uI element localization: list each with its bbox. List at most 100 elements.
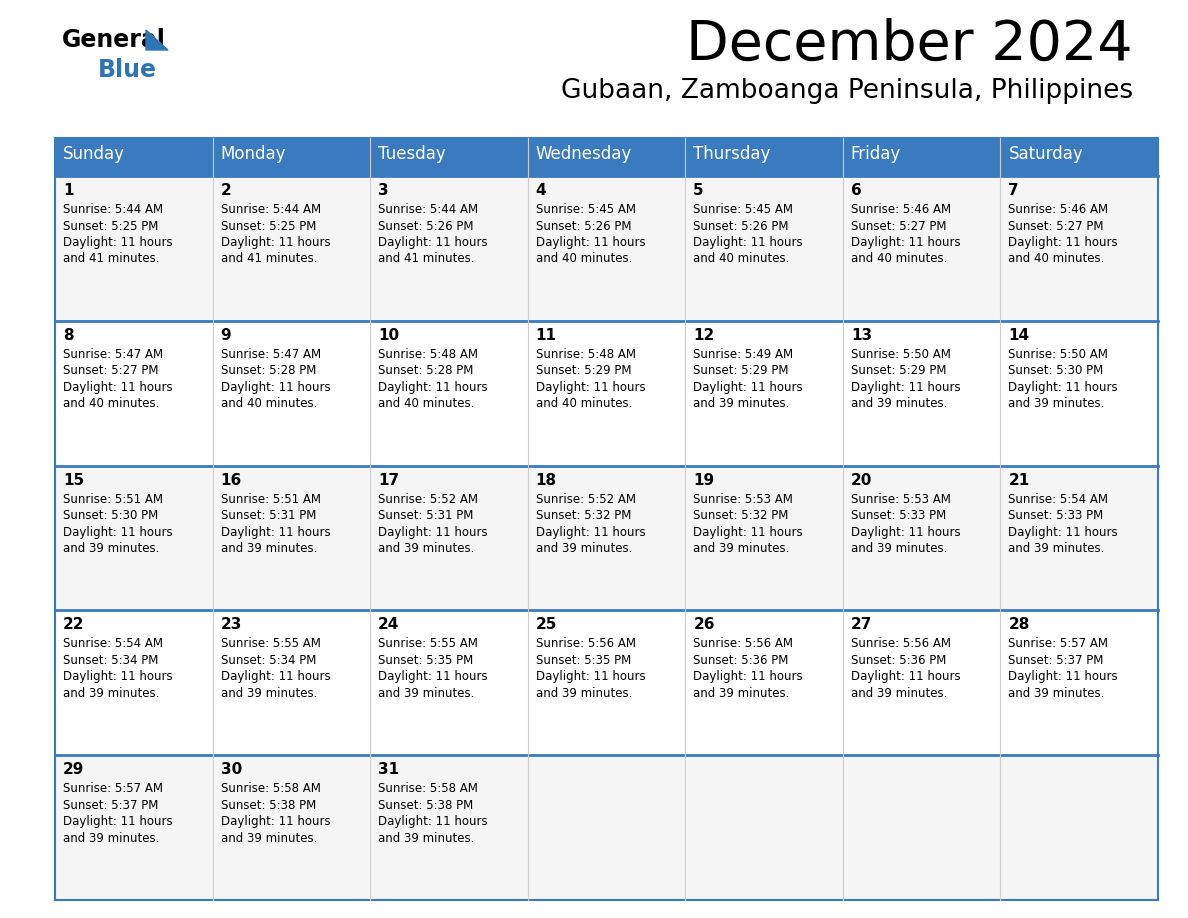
Text: 26: 26 xyxy=(694,618,715,633)
Text: Sunset: 5:38 PM: Sunset: 5:38 PM xyxy=(378,799,473,812)
Text: Sunrise: 5:53 AM: Sunrise: 5:53 AM xyxy=(694,493,794,506)
Text: 16: 16 xyxy=(221,473,242,487)
Text: Sunrise: 5:53 AM: Sunrise: 5:53 AM xyxy=(851,493,950,506)
Bar xyxy=(1000,756,1158,900)
Text: Daylight: 11 hours: Daylight: 11 hours xyxy=(1009,670,1118,683)
Text: Sunrise: 5:52 AM: Sunrise: 5:52 AM xyxy=(536,493,636,506)
Text: Sunset: 5:30 PM: Sunset: 5:30 PM xyxy=(1009,364,1104,377)
Text: Daylight: 11 hours: Daylight: 11 hours xyxy=(63,670,172,683)
Text: Sunrise: 5:58 AM: Sunrise: 5:58 AM xyxy=(221,782,321,795)
Text: Sunset: 5:33 PM: Sunset: 5:33 PM xyxy=(851,509,946,522)
Text: Sunrise: 5:49 AM: Sunrise: 5:49 AM xyxy=(694,348,794,361)
Text: and 39 minutes.: and 39 minutes. xyxy=(536,687,632,700)
Text: Sunset: 5:36 PM: Sunset: 5:36 PM xyxy=(851,654,946,666)
Text: and 39 minutes.: and 39 minutes. xyxy=(694,397,790,410)
Text: and 41 minutes.: and 41 minutes. xyxy=(63,252,159,265)
Text: 18: 18 xyxy=(536,473,557,487)
Text: Sunset: 5:30 PM: Sunset: 5:30 PM xyxy=(63,509,158,522)
Text: Sunset: 5:26 PM: Sunset: 5:26 PM xyxy=(694,219,789,232)
Text: 28: 28 xyxy=(1009,618,1030,633)
Text: and 39 minutes.: and 39 minutes. xyxy=(536,543,632,555)
Text: Sunrise: 5:46 AM: Sunrise: 5:46 AM xyxy=(1009,203,1108,216)
Text: Sunrise: 5:46 AM: Sunrise: 5:46 AM xyxy=(851,203,950,216)
Text: Sunrise: 5:55 AM: Sunrise: 5:55 AM xyxy=(221,637,321,650)
Bar xyxy=(213,320,371,465)
Text: Sunset: 5:29 PM: Sunset: 5:29 PM xyxy=(851,364,947,377)
Text: Daylight: 11 hours: Daylight: 11 hours xyxy=(536,526,645,539)
Text: Blue: Blue xyxy=(97,58,157,82)
Bar xyxy=(1000,176,1158,320)
Text: and 40 minutes.: and 40 minutes. xyxy=(694,252,790,265)
Text: Sunset: 5:37 PM: Sunset: 5:37 PM xyxy=(1009,654,1104,666)
Text: and 40 minutes.: and 40 minutes. xyxy=(378,397,474,410)
Text: 4: 4 xyxy=(536,183,546,198)
Text: Daylight: 11 hours: Daylight: 11 hours xyxy=(63,526,172,539)
Text: 12: 12 xyxy=(694,328,714,342)
Text: Daylight: 11 hours: Daylight: 11 hours xyxy=(63,236,172,249)
Text: Sunday: Sunday xyxy=(63,145,125,163)
Text: Daylight: 11 hours: Daylight: 11 hours xyxy=(694,670,803,683)
Bar xyxy=(842,176,1000,320)
Bar xyxy=(55,138,1158,176)
Text: Daylight: 11 hours: Daylight: 11 hours xyxy=(851,381,960,394)
Text: Sunset: 5:26 PM: Sunset: 5:26 PM xyxy=(378,219,474,232)
Text: Sunset: 5:28 PM: Sunset: 5:28 PM xyxy=(221,364,316,377)
Text: Wednesday: Wednesday xyxy=(536,145,632,163)
Text: 9: 9 xyxy=(221,328,232,342)
Bar xyxy=(685,756,842,900)
Text: 11: 11 xyxy=(536,328,557,342)
Text: and 39 minutes.: and 39 minutes. xyxy=(221,543,317,555)
Text: Sunset: 5:25 PM: Sunset: 5:25 PM xyxy=(221,219,316,232)
Text: 8: 8 xyxy=(63,328,74,342)
Text: and 40 minutes.: and 40 minutes. xyxy=(63,397,159,410)
Text: and 39 minutes.: and 39 minutes. xyxy=(378,687,474,700)
Text: Sunrise: 5:54 AM: Sunrise: 5:54 AM xyxy=(1009,493,1108,506)
Text: Sunrise: 5:56 AM: Sunrise: 5:56 AM xyxy=(694,637,794,650)
Text: 30: 30 xyxy=(221,762,242,778)
Text: and 39 minutes.: and 39 minutes. xyxy=(63,832,159,845)
Text: and 39 minutes.: and 39 minutes. xyxy=(694,543,790,555)
Text: Daylight: 11 hours: Daylight: 11 hours xyxy=(221,815,330,828)
Text: and 39 minutes.: and 39 minutes. xyxy=(378,543,474,555)
Bar xyxy=(527,320,685,465)
Text: and 41 minutes.: and 41 minutes. xyxy=(221,252,317,265)
Text: Sunset: 5:27 PM: Sunset: 5:27 PM xyxy=(851,219,947,232)
Text: Sunrise: 5:45 AM: Sunrise: 5:45 AM xyxy=(694,203,794,216)
Text: and 40 minutes.: and 40 minutes. xyxy=(221,397,317,410)
Text: 17: 17 xyxy=(378,473,399,487)
Text: 5: 5 xyxy=(694,183,704,198)
Text: Daylight: 11 hours: Daylight: 11 hours xyxy=(221,381,330,394)
Text: and 39 minutes.: and 39 minutes. xyxy=(221,832,317,845)
Text: Daylight: 11 hours: Daylight: 11 hours xyxy=(378,236,488,249)
Text: and 39 minutes.: and 39 minutes. xyxy=(1009,397,1105,410)
Text: Daylight: 11 hours: Daylight: 11 hours xyxy=(221,526,330,539)
Bar xyxy=(371,176,527,320)
Text: Daylight: 11 hours: Daylight: 11 hours xyxy=(694,381,803,394)
Text: 20: 20 xyxy=(851,473,872,487)
Text: Sunset: 5:32 PM: Sunset: 5:32 PM xyxy=(536,509,631,522)
Text: Daylight: 11 hours: Daylight: 11 hours xyxy=(851,526,960,539)
Bar xyxy=(685,465,842,610)
Text: and 39 minutes.: and 39 minutes. xyxy=(851,543,947,555)
Text: 21: 21 xyxy=(1009,473,1030,487)
Text: Sunrise: 5:45 AM: Sunrise: 5:45 AM xyxy=(536,203,636,216)
Text: Sunrise: 5:55 AM: Sunrise: 5:55 AM xyxy=(378,637,478,650)
Text: 19: 19 xyxy=(694,473,714,487)
Text: and 41 minutes.: and 41 minutes. xyxy=(378,252,475,265)
Bar xyxy=(55,465,213,610)
Text: Sunset: 5:36 PM: Sunset: 5:36 PM xyxy=(694,654,789,666)
Text: and 39 minutes.: and 39 minutes. xyxy=(851,687,947,700)
Bar xyxy=(55,176,213,320)
Text: Daylight: 11 hours: Daylight: 11 hours xyxy=(378,381,488,394)
Text: Sunset: 5:34 PM: Sunset: 5:34 PM xyxy=(221,654,316,666)
Bar xyxy=(213,610,371,756)
Bar xyxy=(213,176,371,320)
Text: 23: 23 xyxy=(221,618,242,633)
Text: Thursday: Thursday xyxy=(694,145,771,163)
Text: Sunrise: 5:52 AM: Sunrise: 5:52 AM xyxy=(378,493,478,506)
Text: Sunset: 5:34 PM: Sunset: 5:34 PM xyxy=(63,654,158,666)
Text: 6: 6 xyxy=(851,183,861,198)
Text: Daylight: 11 hours: Daylight: 11 hours xyxy=(1009,381,1118,394)
Text: 27: 27 xyxy=(851,618,872,633)
Text: Sunset: 5:32 PM: Sunset: 5:32 PM xyxy=(694,509,789,522)
